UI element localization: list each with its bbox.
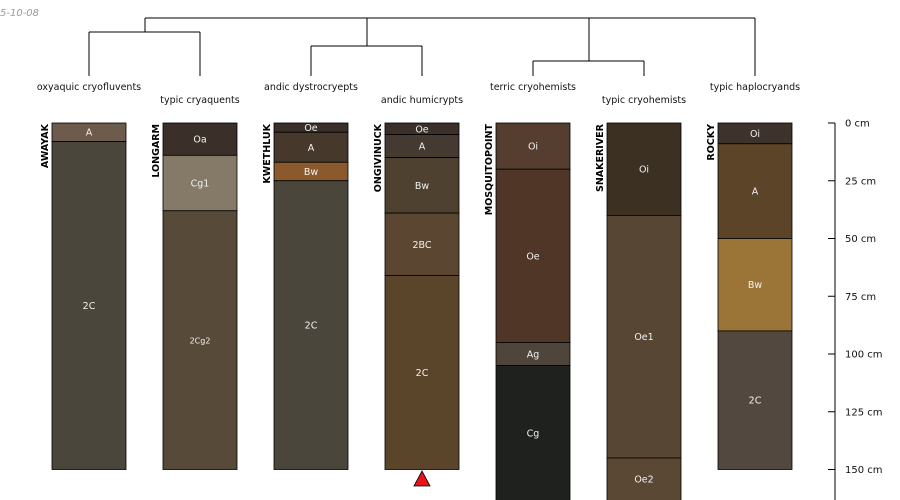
taxon-labels: oxyaquic cryofluvents typic cryaquents and… [37,82,800,106]
horizon-label: Oe1 [634,332,653,343]
profile-name: ONGIVINUCK [373,123,384,192]
profile-longarm: Oa Cg1 2Cg2 LONGARM [151,122,238,470]
profile-rocky: Oi A Bw 2C ROCKY [706,122,793,470]
horizon-block [51,141,127,470]
horizon-block [162,122,238,156]
horizon-block [384,212,460,276]
depth-tick-label: 125 cm [845,407,883,418]
truncation-marker [413,470,431,487]
horizon-label: 2C [305,321,318,332]
taxon-label: typic cryaquents [160,95,239,106]
horizon-block [384,157,460,214]
horizon-block [384,275,460,470]
horizon-block [273,180,349,470]
corner-label: 5-10-08 [0,8,40,19]
profile-name: SNAKERIVER [595,123,606,192]
depth-tick-label: 0 cm [845,119,870,130]
horizon-label: Oe [304,123,317,134]
horizon-label: 2Cg2 [190,337,211,346]
horizon-label: A [86,128,93,139]
horizon-block [162,210,238,470]
horizon-label: 2C [83,301,96,312]
profile-name: KWETHLUK [262,123,273,183]
horizon-label: Oi [750,129,760,140]
depth-tick-label: 150 cm [845,465,883,476]
horizon-block [606,457,682,500]
taxon-label: typic haplocryands [710,82,800,93]
horizon-label: Bw [415,181,430,192]
horizon-label: Oi [639,165,649,176]
horizon-label: Bw [748,280,763,291]
horizon-label: Ag [527,350,540,361]
horizon-label: Oe [415,124,428,135]
taxon-label: andic dystrocryepts [264,82,358,93]
horizon-block [717,143,793,239]
taxon-label: typic cryohemists [602,95,686,106]
profile-snakeriver: Oi Oe1 Oe2 SNAKERIVER [595,122,682,500]
profile-awayak: A 2C AWAYAK [40,122,127,470]
horizon-block [606,214,682,459]
depth-axis: 0 cm 25 cm 50 cm 75 cm 100 cm 125 cm 150 cm [828,119,883,500]
horizon-label: Cg [527,428,540,439]
horizon-label: Bw [304,167,319,178]
depth-tick-label: 50 cm [845,234,876,245]
horizon-label: 2BC [412,240,431,251]
taxon-label: andic humicrypts [381,95,463,106]
horizon-block [717,330,793,470]
horizon-block [717,238,793,332]
depth-tick-label: 25 cm [845,176,876,187]
horizon-block [606,122,682,216]
profile-name: AWAYAK [40,123,51,168]
horizon-label: Cg1 [191,179,210,190]
profile-name: MOSQUITOPOINT [484,123,495,215]
profile-name: ROCKY [706,124,717,161]
depth-tick-label: 75 cm [845,292,876,303]
horizon-label: Oe2 [634,474,653,485]
horizon-label: Oa [193,135,206,146]
taxon-label: terric cryohemists [490,82,576,93]
horizon-label: A [419,142,426,153]
horizon-label: 2C [416,368,429,379]
horizon-label: Oi [528,142,538,153]
profile-kwethluk: Oe A Bw 2C KWETHLUK [262,122,349,470]
horizon-label: Oe [526,251,539,262]
profile-name: LONGARM [151,124,162,178]
soil-profiles: A 2C AWAYAK Oa Cg1 2Cg2 LONGARM Oe A Bw 2C KWETHLUK… [40,122,793,500]
dendrogram [88,17,756,76]
depth-tick-label: 100 cm [845,350,883,361]
horizon-label: 2C [749,396,762,407]
horizon-block [495,365,571,500]
profile-ongivinuck: Oe A Bw 2BC 2C ONGIVINUCK [373,122,460,487]
horizon-label: A [752,187,759,198]
profile-mosquitopoint: Oi Oe Ag Cg MOSQUITOPOINT [484,122,571,500]
horizon-label: A [308,143,315,154]
taxon-label: oxyaquic cryofluvents [37,82,141,93]
